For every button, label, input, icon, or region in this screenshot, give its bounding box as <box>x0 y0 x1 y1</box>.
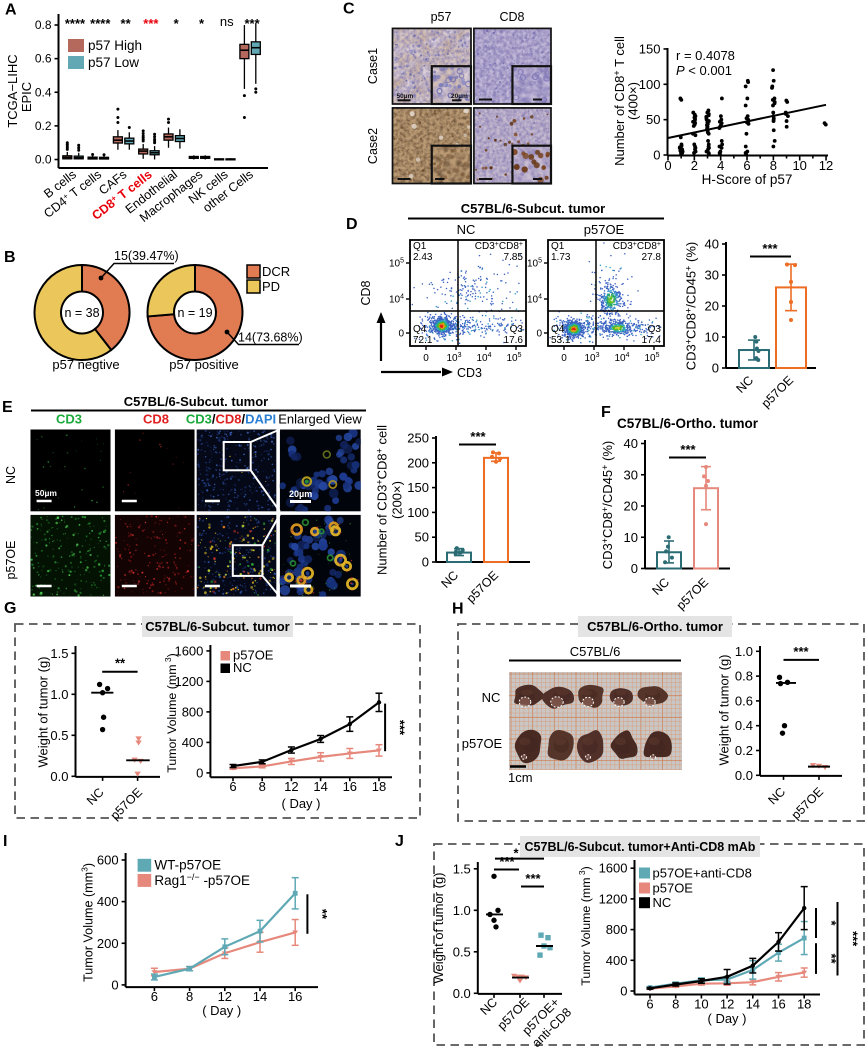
svg-text:CD3+CD8+/CD45+ (%): CD3+CD8+/CD45+ (%) <box>684 242 699 371</box>
svg-text:CD3: CD3 <box>56 412 82 427</box>
svg-text:0: 0 <box>536 329 542 340</box>
svg-text:0.8: 0.8 <box>35 18 52 32</box>
svg-text:0: 0 <box>664 158 671 173</box>
svg-text:2.43: 2.43 <box>413 252 433 263</box>
svg-text:Q1: Q1 <box>551 241 565 252</box>
svg-text:0.0: 0.0 <box>35 153 52 167</box>
svg-text:p57 positive: p57 positive <box>169 357 238 372</box>
svg-text:NC: NC <box>457 222 476 237</box>
svg-text:n = 38: n = 38 <box>64 306 99 320</box>
svg-text:8: 8 <box>770 158 777 173</box>
svg-text:p57 negtive: p57 negtive <box>52 357 119 372</box>
svg-text:0.4: 0.4 <box>35 85 52 99</box>
svg-text:r = 0.4078: r = 0.4078 <box>676 48 735 63</box>
svg-text:20: 20 <box>705 299 719 314</box>
svg-text:Enlarged View: Enlarged View <box>278 412 362 427</box>
svg-text:EPIC: EPIC <box>19 82 34 112</box>
svg-text:40: 40 <box>705 237 719 252</box>
svg-text:DCR: DCR <box>262 264 290 279</box>
svg-text:30: 30 <box>705 268 719 283</box>
svg-text:p57OE: p57OE <box>584 222 625 237</box>
svg-text:53.1: 53.1 <box>551 335 571 346</box>
svg-text:0.2: 0.2 <box>35 119 52 133</box>
svg-text:p57 Low: p57 Low <box>88 55 139 70</box>
svg-text:CD3/CD8/DAPI: CD3/CD8/DAPI <box>186 412 276 427</box>
svg-text:12: 12 <box>819 158 833 173</box>
svg-text:Q1: Q1 <box>413 241 427 252</box>
svg-text:**: ** <box>121 16 132 31</box>
svg-text:0.6: 0.6 <box>35 52 52 66</box>
svg-text:1.73: 1.73 <box>551 252 571 263</box>
svg-text:TCGA−LIHC: TCGA−LIHC <box>5 54 20 127</box>
svg-text:p57: p57 <box>431 10 452 24</box>
svg-text:p57 High: p57 High <box>88 38 142 53</box>
svg-text:17.6: 17.6 <box>504 335 524 346</box>
svg-text:E: E <box>2 399 13 416</box>
svg-text:15(39.47%): 15(39.47%) <box>114 249 179 263</box>
svg-text:D: D <box>346 216 358 233</box>
svg-text:****: **** <box>90 16 111 31</box>
svg-text:10: 10 <box>792 158 806 173</box>
svg-text:6: 6 <box>743 158 750 173</box>
svg-text:B: B <box>4 249 16 266</box>
svg-text:7.85: 7.85 <box>504 252 524 263</box>
svg-text:150: 150 <box>639 41 661 56</box>
svg-text:C: C <box>343 1 355 18</box>
svg-text:20µm: 20µm <box>451 93 468 100</box>
svg-text:CD3: CD3 <box>457 366 482 380</box>
svg-text:50µm: 50µm <box>397 93 414 100</box>
svg-text:10: 10 <box>705 330 719 345</box>
svg-text:C57BL/6-Subcut. tumor: C57BL/6-Subcut. tumor <box>124 394 268 409</box>
svg-text:p57OE: p57OE <box>4 541 18 580</box>
svg-text:Q3: Q3 <box>510 324 524 335</box>
svg-text:***: *** <box>245 16 261 31</box>
svg-text:(400×): (400×) <box>626 82 641 120</box>
svg-text:0: 0 <box>398 329 404 340</box>
svg-text:Case1: Case1 <box>366 48 380 84</box>
svg-text:***: *** <box>143 16 159 31</box>
svg-text:100: 100 <box>639 77 661 92</box>
svg-text:CD8: CD8 <box>143 412 169 427</box>
svg-text:****: **** <box>65 16 86 31</box>
svg-text:NC: NC <box>4 466 18 484</box>
svg-text:CD8: CD8 <box>499 10 524 24</box>
svg-text:P < 0.001: P < 0.001 <box>676 63 732 78</box>
svg-text:0: 0 <box>653 148 660 163</box>
svg-text:50: 50 <box>646 112 660 127</box>
svg-text:CD8: CD8 <box>359 280 373 305</box>
svg-text:0: 0 <box>712 361 719 376</box>
svg-text:Q3: Q3 <box>648 324 662 335</box>
svg-text:A: A <box>5 2 17 19</box>
svg-text:CD3+CD8+: CD3+CD8+ <box>613 241 661 252</box>
svg-text:H-Score of p57: H-Score of p57 <box>702 172 793 187</box>
svg-text:0: 0 <box>423 353 429 364</box>
svg-text:14(73.68%): 14(73.68%) <box>238 331 303 345</box>
svg-text:4: 4 <box>717 158 724 173</box>
svg-text:17.4: 17.4 <box>642 335 662 346</box>
svg-text:72.1: 72.1 <box>413 335 433 346</box>
svg-text:ns: ns <box>220 14 234 29</box>
svg-text:CD3+CD8+: CD3+CD8+ <box>475 241 523 252</box>
svg-text:n = 19: n = 19 <box>177 306 212 320</box>
svg-text:27.8: 27.8 <box>642 252 662 263</box>
svg-text:***: *** <box>762 241 778 256</box>
svg-text:Case2: Case2 <box>366 128 380 164</box>
svg-text:Q4: Q4 <box>413 324 427 335</box>
svg-text:PD: PD <box>262 279 280 294</box>
svg-text:0: 0 <box>561 353 567 364</box>
svg-text:Q4: Q4 <box>551 324 565 335</box>
svg-text:2: 2 <box>691 158 698 173</box>
svg-text:C57BL/6-Subcut. tumor: C57BL/6-Subcut. tumor <box>461 201 605 216</box>
